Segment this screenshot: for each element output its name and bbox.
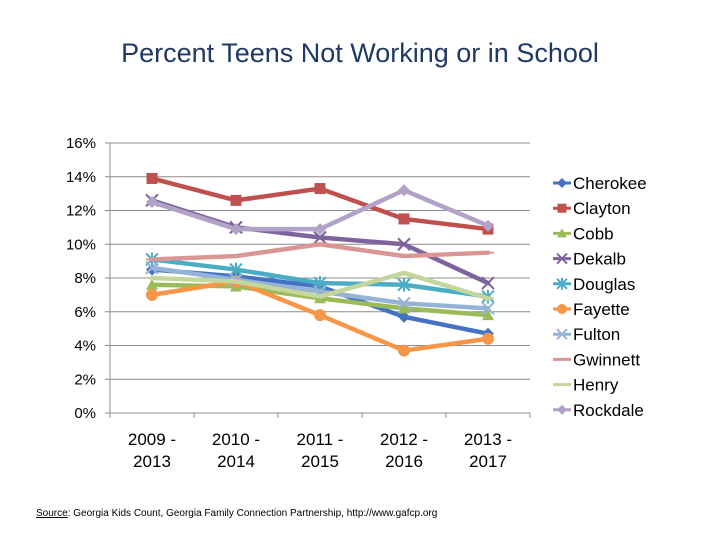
y-tick-label: 12% <box>66 203 96 220</box>
x-tick-label-line: 2016 <box>385 452 423 471</box>
data-point <box>230 223 242 236</box>
data-point <box>314 223 326 236</box>
data-point <box>482 219 494 232</box>
data-point <box>557 178 567 188</box>
legend-label: Fulton <box>573 325 620 344</box>
legend-label: Rockdale <box>573 401 644 420</box>
data-point <box>398 344 410 357</box>
source-label: Source <box>36 508 68 519</box>
series-rockdale <box>146 184 494 236</box>
legend-label: Dekalb <box>573 250 626 269</box>
data-point <box>314 183 326 195</box>
data-point <box>482 309 494 321</box>
data-point <box>556 277 568 290</box>
data-point <box>482 332 494 345</box>
legend-item: Gwinnett <box>553 350 640 369</box>
legend-item: Rockdale <box>553 401 644 420</box>
series-layer <box>145 172 495 357</box>
y-tick-label: 10% <box>66 236 96 253</box>
data-point <box>397 277 411 292</box>
legend-item: Douglas <box>553 275 635 294</box>
data-point <box>145 261 159 275</box>
legend-label: Cobb <box>573 224 614 243</box>
legend-label: Clayton <box>573 199 631 218</box>
data-point <box>398 310 410 323</box>
data-point <box>556 252 568 265</box>
data-point <box>557 203 567 213</box>
x-tick-label: 2011 - 2015 <box>297 430 344 471</box>
x-tick-label: 2012 - 2016 <box>380 430 428 471</box>
data-point <box>481 301 495 316</box>
y-tick-label: 4% <box>74 338 96 355</box>
y-tick-label: 14% <box>66 169 96 186</box>
legend-item: Fayette <box>553 300 630 319</box>
legend-item: Clayton <box>553 199 631 218</box>
legend-label: Cherokee <box>573 174 647 193</box>
x-tick-label-line: 2012 - <box>380 430 428 449</box>
x-tick-label: 2013 - 2017 <box>464 430 512 471</box>
source-text: : Georgia Kids Count, Georgia Family Con… <box>67 508 438 519</box>
data-point <box>398 184 410 197</box>
legend-item: Dekalb <box>553 250 626 269</box>
data-point <box>313 230 327 245</box>
legend-label: Fayette <box>573 300 630 319</box>
series-henry <box>146 270 494 301</box>
x-tick-label-line: 2011 - <box>297 430 344 449</box>
y-tick-label: 2% <box>74 371 96 388</box>
series-line <box>149 198 491 286</box>
y-tick-label: 8% <box>74 270 96 287</box>
x-tick-label-line: 2013 - <box>464 430 512 449</box>
legend-label: Gwinnett <box>573 350 640 369</box>
data-point <box>398 302 410 314</box>
data-point <box>557 228 567 238</box>
y-tick-label: 16% <box>66 135 96 152</box>
data-point <box>230 194 242 206</box>
data-point <box>557 404 567 415</box>
series-fulton <box>145 261 495 316</box>
y-tick-label: 6% <box>74 304 96 321</box>
source-note: Source: Georgia Kids Count, Georgia Fami… <box>36 508 437 519</box>
legend-item: Cherokee <box>553 174 647 193</box>
series-gwinnett <box>146 242 494 262</box>
legend: Cherokee Clayton Cobb Dekalb Douglas Fayette F… <box>553 174 647 420</box>
legend-label: Douglas <box>573 275 635 294</box>
legend-label: Henry <box>573 376 619 395</box>
data-point <box>397 237 411 251</box>
data-point <box>146 196 158 209</box>
x-tick-label-line: 2015 <box>301 452 339 471</box>
x-tick-label-line: 2017 <box>469 452 507 471</box>
y-tick-label: 0% <box>74 405 96 422</box>
legend-item: Henry <box>553 376 619 395</box>
series-fayette <box>146 275 494 357</box>
data-point <box>146 278 158 290</box>
data-point <box>397 296 411 311</box>
legend-item: Fulton <box>553 325 620 344</box>
data-point <box>314 309 326 322</box>
data-point <box>229 262 243 277</box>
x-tick-label-line: 2014 <box>217 452 255 471</box>
x-tick-label-line: 2010 - <box>212 430 260 449</box>
data-point <box>557 304 567 314</box>
data-point <box>146 288 158 301</box>
legend-item: Cobb <box>553 224 614 243</box>
chart-title: Percent Teens Not Working or in School <box>121 38 599 68</box>
data-point <box>146 172 158 184</box>
data-point <box>481 276 495 290</box>
data-point <box>556 328 568 340</box>
data-point <box>398 213 410 225</box>
x-tick-label-line: 2009 - <box>128 430 176 449</box>
x-tick-label: 2010 - 2014 <box>212 430 260 471</box>
x-tick-label-line: 2013 <box>133 452 171 471</box>
x-tick-label: 2009 - 2013 <box>128 430 176 471</box>
series-line <box>149 242 491 262</box>
